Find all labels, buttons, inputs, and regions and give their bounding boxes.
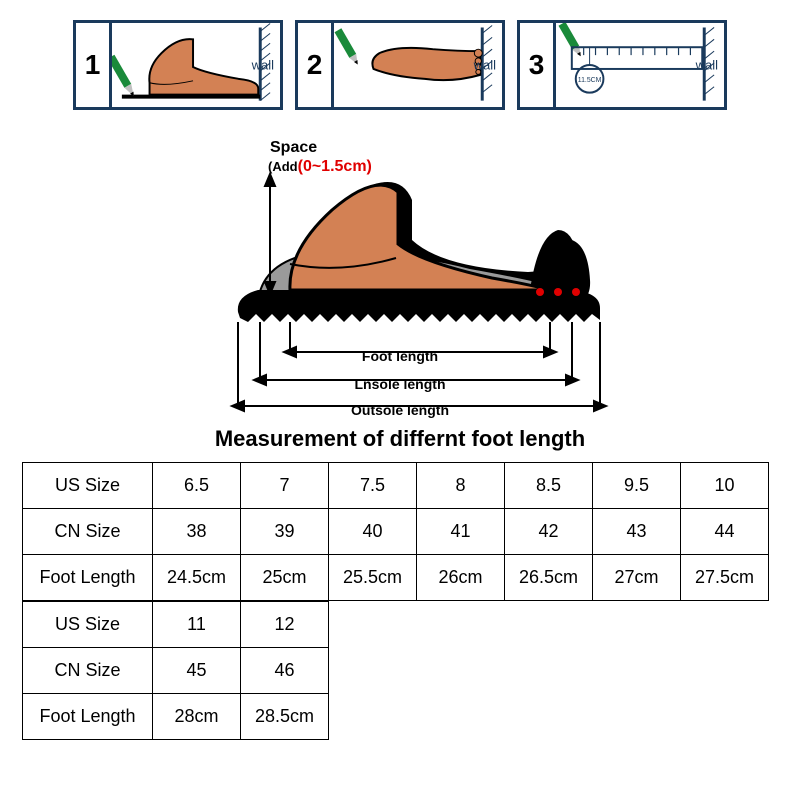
us-size-cell: 10 [681, 463, 769, 509]
us-size-cell: 9.5 [593, 463, 681, 509]
cn-size-cell: 46 [241, 648, 329, 694]
size-table-1: US Size 6.5 7 7.5 8 8.5 9.5 10 CN Size 3… [22, 462, 769, 601]
row-header-us: US Size [23, 463, 153, 509]
cn-size-cell: 38 [153, 509, 241, 555]
us-size-cell: 6.5 [153, 463, 241, 509]
cn-size-cell: 43 [593, 509, 681, 555]
space-add-value: (0~1.5cm) [298, 158, 372, 175]
step-3-wall-label: wall [696, 58, 718, 73]
cn-size-cell: 45 [153, 648, 241, 694]
foot-length-cell: 25.5cm [329, 555, 417, 601]
dim-insole-length: Lnsole length [140, 376, 660, 392]
us-size-cell: 11 [153, 602, 241, 648]
row-header-us: US Size [23, 602, 153, 648]
step-2-number: 2 [298, 23, 334, 107]
step-2-scene: wall [334, 23, 502, 107]
step-1: 1 [73, 20, 283, 110]
table-row: CN Size 45 46 [23, 648, 329, 694]
step-2: 2 wall [295, 20, 505, 110]
step-1-scene: wall [112, 23, 280, 107]
table-row: US Size 11 12 [23, 602, 329, 648]
space-label: Space [270, 140, 317, 156]
step-3-number: 3 [520, 23, 556, 107]
foot-length-cell: 28.5cm [241, 694, 329, 740]
us-size-cell: 7.5 [329, 463, 417, 509]
foot-length-cell: 27.5cm [681, 555, 769, 601]
us-size-cell: 7 [241, 463, 329, 509]
table-row: Foot Length 24.5cm 25cm 25.5cm 26cm 26.5… [23, 555, 769, 601]
measurement-steps: 1 [0, 0, 800, 120]
row-header-len: Foot Length [23, 555, 153, 601]
cn-size-cell: 40 [329, 509, 417, 555]
us-size-cell: 8 [417, 463, 505, 509]
foot-length-cell: 26cm [417, 555, 505, 601]
us-size-cell: 12 [241, 602, 329, 648]
cn-size-cell: 39 [241, 509, 329, 555]
chart-title: Measurement of differnt foot length [0, 426, 800, 452]
table-row: US Size 6.5 7 7.5 8 8.5 9.5 10 [23, 463, 769, 509]
table-row: CN Size 38 39 40 41 42 43 44 [23, 509, 769, 555]
dim-outsole-length: Outsole length [140, 402, 660, 418]
row-header-len: Foot Length [23, 694, 153, 740]
us-size-cell: 8.5 [505, 463, 593, 509]
shoe-diagram: Space (Add(0~1.5cm) [140, 140, 660, 420]
row-header-cn: CN Size [23, 648, 153, 694]
dim-foot-length: Foot length [140, 348, 660, 364]
row-header-cn: CN Size [23, 509, 153, 555]
foot-length-cell: 25cm [241, 555, 329, 601]
table-row: Foot Length 28cm 28.5cm [23, 694, 329, 740]
space-add-prefix: (Add [268, 159, 298, 174]
step-3-scene: 11.5CM wall [556, 23, 724, 107]
size-table-2: US Size 11 12 CN Size 45 46 Foot Length … [22, 601, 329, 740]
space-add-label: (Add(0~1.5cm) [268, 158, 372, 176]
foot-length-cell: 24.5cm [153, 555, 241, 601]
foot-length-cell: 27cm [593, 555, 681, 601]
step-1-wall-label: wall [252, 58, 274, 73]
step-2-wall-label: wall [474, 58, 496, 73]
cn-size-cell: 41 [417, 509, 505, 555]
step-3: 3 [517, 20, 727, 110]
step-1-number: 1 [76, 23, 112, 107]
foot-length-cell: 28cm [153, 694, 241, 740]
foot-length-cell: 26.5cm [505, 555, 593, 601]
cn-size-cell: 44 [681, 509, 769, 555]
cn-size-cell: 42 [505, 509, 593, 555]
ruler-value: 11.5CM [578, 77, 602, 84]
size-tables: US Size 6.5 7 7.5 8 8.5 9.5 10 CN Size 3… [0, 462, 800, 740]
